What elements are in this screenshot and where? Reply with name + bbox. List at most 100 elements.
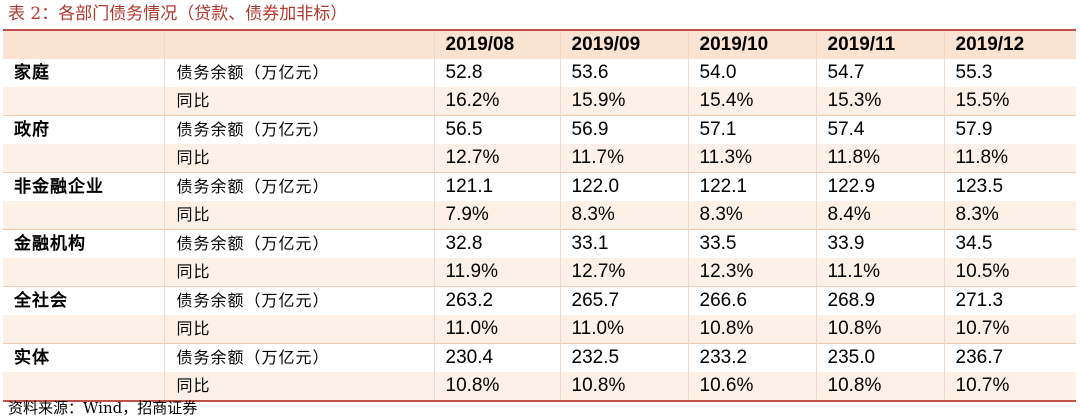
value-cell: 16.2% bbox=[433, 87, 560, 116]
value-cell: 122.9 bbox=[815, 172, 944, 201]
table-row: 同比 10.8% 10.8% 10.6% 10.8% 10.7% bbox=[3, 372, 1076, 402]
value-cell: 8.3% bbox=[943, 201, 1076, 230]
category-cell: 全社会 bbox=[3, 286, 164, 315]
value-cell: 11.9% bbox=[433, 258, 560, 287]
value-cell: 15.4% bbox=[687, 87, 816, 116]
source-note: 资料来源：Wind，招商证券 bbox=[8, 399, 198, 417]
value-cell: 230.4 bbox=[433, 343, 560, 372]
value-cell: 11.8% bbox=[815, 144, 944, 173]
metric-cell: 同比 bbox=[163, 258, 434, 287]
metric-cell: 债务余额（万亿元） bbox=[163, 115, 434, 144]
table-row: 家庭 债务余额（万亿元） 52.8 53.6 54.0 54.7 55.3 bbox=[3, 59, 1076, 87]
value-cell: 55.3 bbox=[943, 59, 1076, 87]
value-cell: 122.1 bbox=[687, 172, 816, 201]
value-cell: 266.6 bbox=[687, 286, 816, 315]
table-row: 实体 债务余额（万亿元） 230.4 232.5 233.2 235.0 236.7 bbox=[3, 343, 1076, 372]
value-cell: 7.9% bbox=[433, 201, 560, 230]
value-cell: 8.3% bbox=[559, 201, 688, 230]
value-cell: 265.7 bbox=[559, 286, 688, 315]
header-period: 2019/09 bbox=[559, 29, 688, 59]
value-cell: 10.6% bbox=[687, 372, 816, 402]
value-cell: 34.5 bbox=[943, 229, 1076, 258]
header-category bbox=[3, 29, 164, 59]
value-cell: 15.9% bbox=[559, 87, 688, 116]
value-cell: 12.7% bbox=[559, 258, 688, 287]
value-cell: 236.7 bbox=[943, 343, 1076, 372]
value-cell: 235.0 bbox=[815, 343, 944, 372]
value-cell: 56.5 bbox=[433, 115, 560, 144]
value-cell: 10.8% bbox=[815, 372, 944, 402]
category-cell: 家庭 bbox=[3, 59, 164, 87]
category-cell bbox=[3, 87, 164, 116]
value-cell: 54.0 bbox=[687, 59, 816, 87]
header-metric bbox=[163, 29, 434, 59]
value-cell: 33.5 bbox=[687, 229, 816, 258]
category-cell: 实体 bbox=[3, 343, 164, 372]
table-caption: 表 2：各部门债务情况（贷款、债券加非标） bbox=[8, 4, 348, 24]
category-cell bbox=[3, 144, 164, 173]
value-cell: 53.6 bbox=[559, 59, 688, 87]
value-cell: 232.5 bbox=[559, 343, 688, 372]
value-cell: 233.2 bbox=[687, 343, 816, 372]
metric-cell: 同比 bbox=[163, 372, 434, 402]
table-row: 同比 7.9% 8.3% 8.3% 8.4% 8.3% bbox=[3, 201, 1076, 230]
value-cell: 123.5 bbox=[943, 172, 1076, 201]
value-cell: 11.1% bbox=[815, 258, 944, 287]
metric-cell: 债务余额（万亿元） bbox=[163, 286, 434, 315]
header-period: 2019/10 bbox=[687, 29, 816, 59]
metric-cell: 债务余额（万亿元） bbox=[163, 229, 434, 258]
category-cell bbox=[3, 315, 164, 344]
value-cell: 10.5% bbox=[943, 258, 1076, 287]
table-body: 家庭 债务余额（万亿元） 52.8 53.6 54.0 54.7 55.3 同比 16.2% 15… bbox=[3, 59, 1076, 402]
value-cell: 57.1 bbox=[687, 115, 816, 144]
value-cell: 10.7% bbox=[943, 372, 1076, 402]
category-cell bbox=[3, 201, 164, 230]
table-row: 同比 11.9% 12.7% 12.3% 11.1% 10.5% bbox=[3, 258, 1076, 287]
header-period: 2019/08 bbox=[433, 29, 560, 59]
category-cell: 非金融企业 bbox=[3, 172, 164, 201]
value-cell: 8.3% bbox=[687, 201, 816, 230]
value-cell: 57.4 bbox=[815, 115, 944, 144]
metric-cell: 同比 bbox=[163, 201, 434, 230]
value-cell: 121.1 bbox=[433, 172, 560, 201]
value-cell: 15.5% bbox=[943, 87, 1076, 116]
category-cell bbox=[3, 372, 164, 402]
table-row: 金融机构 债务余额（万亿元） 32.8 33.1 33.5 33.9 34.5 bbox=[3, 229, 1076, 258]
table-row: 同比 12.7% 11.7% 11.3% 11.8% 11.8% bbox=[3, 144, 1076, 173]
value-cell: 10.8% bbox=[433, 372, 560, 402]
value-cell: 15.3% bbox=[815, 87, 944, 116]
header-period: 2019/12 bbox=[943, 29, 1076, 59]
value-cell: 12.3% bbox=[687, 258, 816, 287]
value-cell: 32.8 bbox=[433, 229, 560, 258]
value-cell: 57.9 bbox=[943, 115, 1076, 144]
table-row: 全社会 债务余额（万亿元） 263.2 265.7 266.6 268.9 271.3 bbox=[3, 286, 1076, 315]
metric-cell: 同比 bbox=[163, 144, 434, 173]
metric-cell: 债务余额（万亿元） bbox=[163, 343, 434, 372]
value-cell: 10.7% bbox=[943, 315, 1076, 344]
value-cell: 33.1 bbox=[559, 229, 688, 258]
metric-cell: 同比 bbox=[163, 87, 434, 116]
category-cell bbox=[3, 258, 164, 287]
metric-cell: 债务余额（万亿元） bbox=[163, 172, 434, 201]
table-row: 同比 11.0% 11.0% 10.8% 10.8% 10.7% bbox=[3, 315, 1076, 344]
value-cell: 12.7% bbox=[433, 144, 560, 173]
value-cell: 10.8% bbox=[559, 372, 688, 402]
table-row: 政府 债务余额（万亿元） 56.5 56.9 57.1 57.4 57.9 bbox=[3, 115, 1076, 144]
header-period: 2019/11 bbox=[815, 29, 944, 59]
value-cell: 271.3 bbox=[943, 286, 1076, 315]
value-cell: 8.4% bbox=[815, 201, 944, 230]
value-cell: 33.9 bbox=[815, 229, 944, 258]
value-cell: 263.2 bbox=[433, 286, 560, 315]
value-cell: 10.8% bbox=[687, 315, 816, 344]
metric-cell: 同比 bbox=[163, 315, 434, 344]
value-cell: 122.0 bbox=[559, 172, 688, 201]
table-row: 同比 16.2% 15.9% 15.4% 15.3% 15.5% bbox=[3, 87, 1076, 116]
value-cell: 11.0% bbox=[433, 315, 560, 344]
value-cell: 11.8% bbox=[943, 144, 1076, 173]
value-cell: 10.8% bbox=[815, 315, 944, 344]
value-cell: 11.7% bbox=[559, 144, 688, 173]
debt-table: 2019/08 2019/09 2019/10 2019/11 2019/12 … bbox=[3, 29, 1076, 402]
header-row: 2019/08 2019/09 2019/10 2019/11 2019/12 bbox=[3, 29, 1076, 59]
value-cell: 54.7 bbox=[815, 59, 944, 87]
metric-cell: 债务余额（万亿元） bbox=[163, 59, 434, 87]
